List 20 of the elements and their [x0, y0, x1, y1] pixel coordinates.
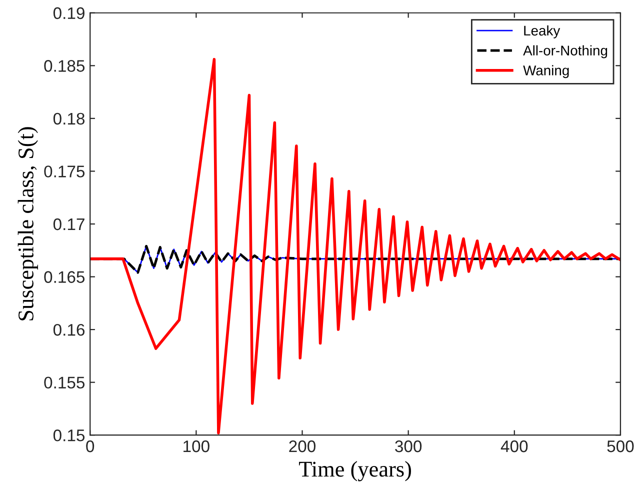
- legend-label: Leaky: [524, 25, 560, 38]
- y-tick-label: 0.175: [44, 166, 85, 178]
- x-axis-title: Time (years): [299, 461, 411, 482]
- x-tick-label: 300: [395, 440, 422, 452]
- y-tick-label: 0.165: [44, 271, 85, 283]
- y-axis-title: Susceptible class, S(t): [18, 127, 38, 320]
- x-tick-label: 200: [289, 440, 316, 452]
- x-tick-label: 500: [607, 440, 634, 452]
- y-tick-label: 0.19: [53, 7, 84, 20]
- y-tick-label: 0.17: [53, 218, 84, 230]
- x-tick-label: 100: [184, 440, 210, 452]
- y-tick-label: 0.15: [53, 430, 85, 442]
- legend-label: All-or-Nothing: [523, 45, 608, 58]
- legend-label: Waning: [523, 65, 569, 78]
- x-tick-label: 0: [86, 440, 94, 452]
- x-tick-label: 400: [500, 440, 528, 452]
- y-tick-label: 0.16: [53, 324, 85, 336]
- y-tick-label: 0.185: [44, 60, 85, 72]
- y-tick-label: 0.18: [53, 112, 85, 125]
- y-tick-label: 0.155: [44, 376, 85, 389]
